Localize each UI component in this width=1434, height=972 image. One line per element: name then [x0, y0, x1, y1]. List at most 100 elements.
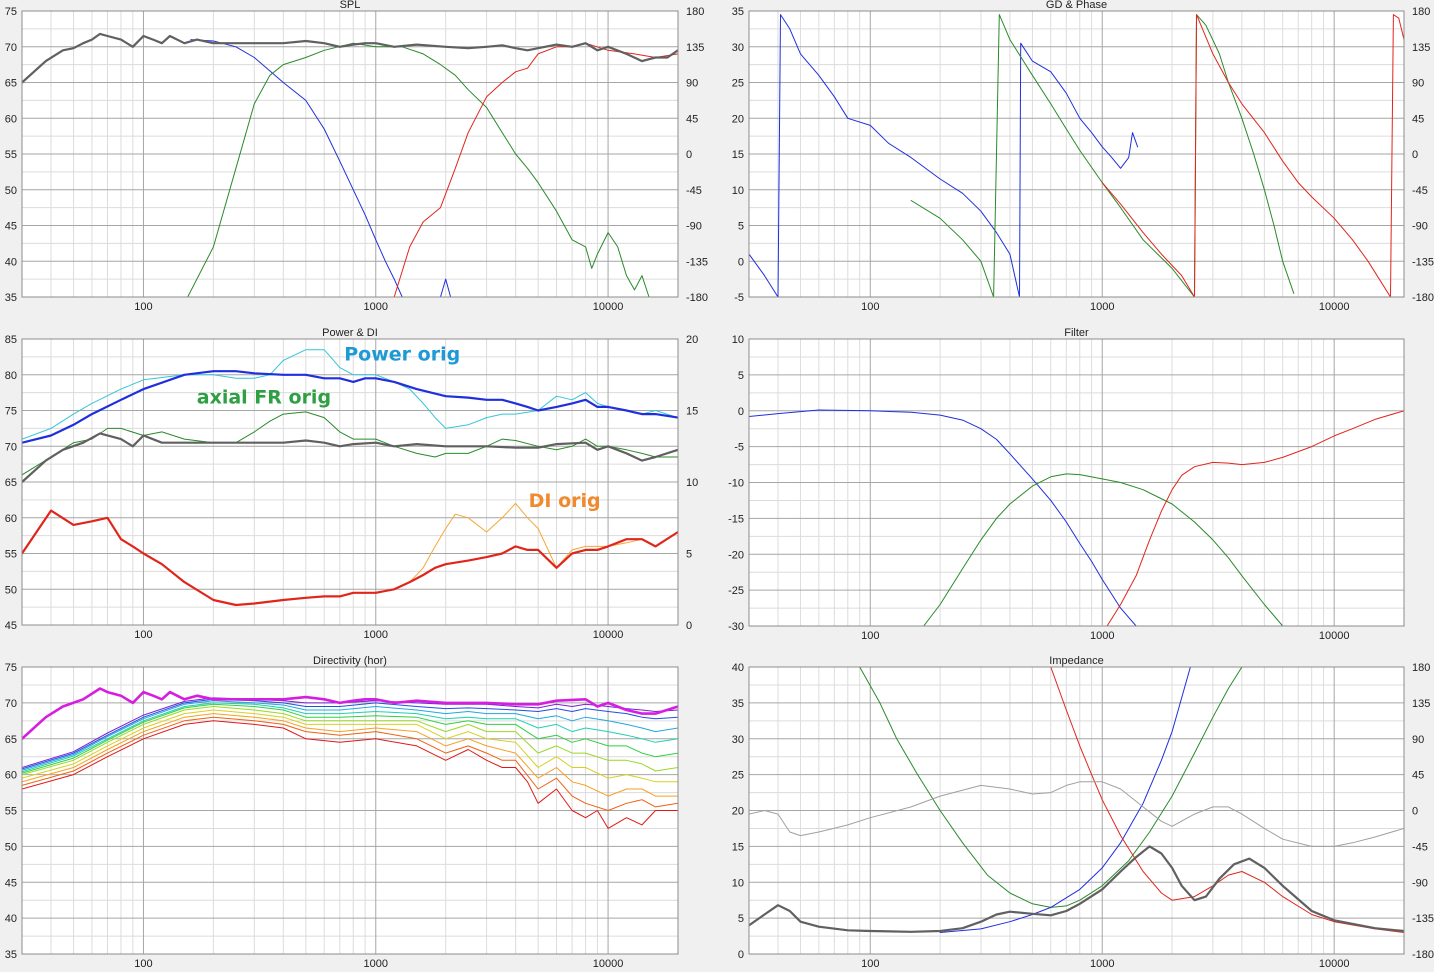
- y2-tick-label: 180: [1412, 662, 1430, 674]
- plot-frame: [21, 338, 679, 626]
- chart-title: SPL: [340, 0, 361, 11]
- y-tick-label: 35: [5, 292, 17, 304]
- y-tick-label: 15: [732, 841, 744, 853]
- series-line-3: [22, 713, 678, 797]
- y-tick-label: 20: [732, 113, 744, 125]
- chart-title: Impedance: [1049, 655, 1103, 667]
- y-tick-label: 75: [5, 662, 17, 674]
- series-group: [749, 409, 1404, 626]
- y2-tick-label: -90: [1412, 221, 1428, 233]
- series-line-3: [1050, 667, 1404, 933]
- series-line-1: [749, 409, 1137, 626]
- series-line-7: [22, 702, 678, 773]
- y-tick-label: -15: [728, 513, 744, 525]
- series-line-4: [910, 200, 995, 297]
- x-tick-label: 1000: [1090, 630, 1114, 642]
- series-line-10: [22, 697, 678, 768]
- y-tick-label: 75: [5, 6, 17, 18]
- chart-spl: 100 1000 10000 75 70 65 60 55 50 45 40 35 180 135 90 45…: [5, 0, 708, 313]
- series-group: [22, 687, 678, 829]
- series-line-8: [1194, 14, 1391, 297]
- y2-tick-label: 45: [1412, 770, 1424, 782]
- y-tick-label: 40: [732, 662, 744, 674]
- series-line-2: [939, 667, 1191, 933]
- y2-tick-label: -135: [1412, 256, 1434, 268]
- x-tick-label: 1000: [364, 629, 388, 641]
- y-tick-label: 80: [5, 370, 17, 382]
- x-tick-label: 10000: [1319, 301, 1350, 313]
- y-tick-label: 65: [5, 78, 17, 90]
- y-tick-label: 70: [5, 698, 17, 710]
- series-line-5: [22, 706, 678, 776]
- y-tick-label: 75: [5, 406, 17, 418]
- y-tick-label: 70: [5, 42, 17, 54]
- series-line-5: [749, 845, 1404, 933]
- y2-tick-label: -90: [1412, 877, 1428, 889]
- series-line-1: [749, 253, 779, 297]
- y-tick-label: -5: [734, 442, 744, 454]
- series-line-6: [22, 509, 678, 607]
- x-tick-label: 1000: [364, 958, 388, 970]
- plot-frame: [21, 10, 679, 298]
- series-line-5: [22, 32, 678, 84]
- y-tick-label: 55: [5, 549, 17, 561]
- chart-title: Power & DI: [322, 327, 378, 339]
- y-tick-label: 85: [5, 334, 17, 346]
- series-line-3: [22, 411, 678, 476]
- y-tick-label: 5: [738, 221, 744, 233]
- y-tick-label: 60: [5, 770, 17, 782]
- chart-impedance: 100 1000 10000 40 35 30 25 20 15 10 5 0 180 135 90 45 0 -…: [732, 655, 1434, 970]
- y2-tick-label: 45: [686, 113, 698, 125]
- series-group: [749, 667, 1404, 933]
- y2-tick-label: -45: [1412, 841, 1428, 853]
- y-tick-label: 0: [738, 256, 744, 268]
- y2-tick-label: -90: [686, 221, 702, 233]
- series-line-2: [22, 370, 678, 444]
- series-line-9: [1390, 14, 1404, 297]
- y-tick-label: 5: [738, 370, 744, 382]
- y2-tick-label: -180: [1412, 292, 1434, 304]
- y-tick-label: 30: [732, 734, 744, 746]
- x-tick-label: 100: [134, 629, 152, 641]
- y-tick-label: 15: [732, 149, 744, 161]
- y2-tick-label: 180: [686, 6, 704, 18]
- plot-frame: [21, 666, 679, 955]
- y-tick-label: 50: [5, 841, 17, 853]
- series-line-1: [190, 39, 403, 297]
- x-tick-label: 10000: [593, 629, 624, 641]
- y2-tick-label: 135: [1412, 698, 1430, 710]
- annotation-label: DI orig: [529, 490, 601, 512]
- x-tick-label: 100: [861, 301, 879, 313]
- y2-tick-label: -180: [1412, 949, 1434, 961]
- y2-tick-label: 10: [686, 477, 698, 489]
- plot-frame: [748, 666, 1405, 955]
- y2-tick-label: 180: [1412, 6, 1430, 18]
- series-line-2: [777, 14, 1020, 297]
- y2-tick-label: 0: [686, 149, 692, 161]
- y-tick-label: 0: [738, 406, 744, 418]
- series-group: [22, 32, 678, 297]
- series-line-3: [1106, 410, 1404, 626]
- y-tick-label: 25: [732, 78, 744, 90]
- series-line-6: [1194, 14, 1295, 297]
- plot-frame: [748, 338, 1405, 627]
- plot-frame: [748, 10, 1405, 298]
- series-line-5: [993, 14, 1195, 297]
- y2-tick-label: -135: [1412, 913, 1434, 925]
- y-tick-label: 70: [5, 441, 17, 453]
- y2-tick-label: -45: [686, 185, 702, 197]
- y-tick-label: 60: [5, 113, 17, 125]
- series-line-4: [749, 781, 1404, 847]
- y2-tick-label: 20: [686, 334, 698, 346]
- y-tick-label: -20: [728, 549, 744, 561]
- annotation-label: axial FR orig: [197, 386, 331, 408]
- series-line-2: [440, 278, 452, 297]
- chart-filter: 100 1000 10000 10 5 0 -5 -10 -15 -20 -25 -30 Filter: [728, 327, 1405, 642]
- y2-tick-label: -180: [686, 292, 708, 304]
- y2-tick-label: 0: [1412, 806, 1418, 818]
- y-tick-label: 55: [5, 149, 17, 161]
- series-line-4: [22, 432, 678, 484]
- series-line-3: [187, 42, 650, 297]
- y-tick-label: 40: [5, 256, 17, 268]
- x-tick-label: 10000: [1319, 630, 1350, 642]
